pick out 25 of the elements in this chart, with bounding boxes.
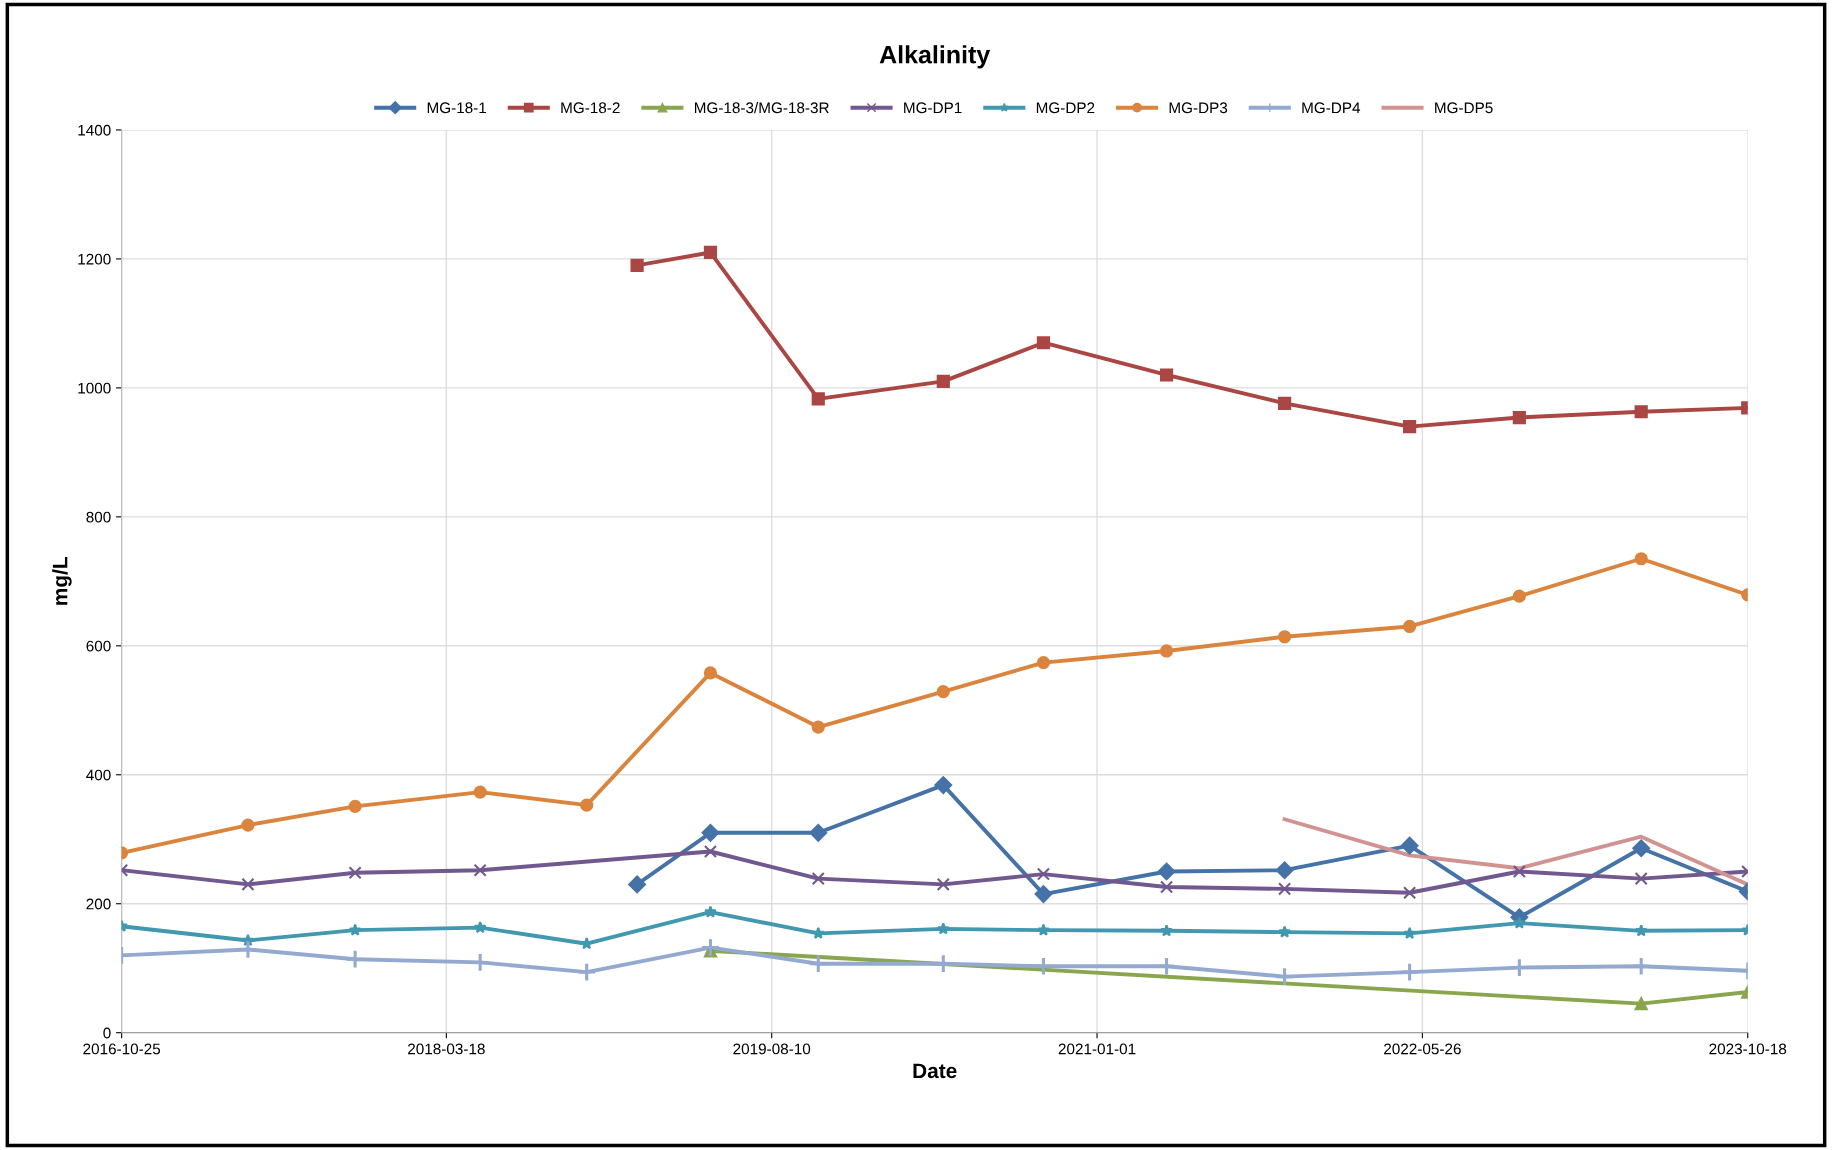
legend-label: MG-DP4 bbox=[1302, 102, 1361, 114]
x-axis-title: Date bbox=[913, 1063, 957, 1079]
y-axis-title: mg/L bbox=[52, 557, 72, 605]
x-tick-label: 2019-08-10 bbox=[733, 1043, 811, 1055]
legend-label: MG-DP5 bbox=[1435, 102, 1493, 114]
legend-label: MG-DP2 bbox=[1036, 102, 1095, 114]
x-tick-label: 2022-05-26 bbox=[1384, 1043, 1461, 1055]
y-tick-label: 800 bbox=[86, 511, 111, 523]
chart-title: Alkalinity bbox=[879, 45, 991, 69]
legend-label: MG-DP1 bbox=[904, 102, 962, 114]
x-tick-label: 2018-03-18 bbox=[408, 1043, 485, 1055]
legend-label: MG-18-1 bbox=[427, 102, 487, 114]
legend-label: MG-DP3 bbox=[1169, 102, 1228, 114]
x-tick-label: 2023-10-18 bbox=[1709, 1043, 1787, 1055]
y-tick-label: 600 bbox=[86, 640, 111, 652]
y-tick-label: 1200 bbox=[78, 253, 111, 265]
legend-label: MG-18-2 bbox=[561, 102, 620, 114]
legend-label: MG-18-3/MG-18-3R bbox=[694, 101, 829, 114]
y-tick-label: 400 bbox=[86, 769, 111, 781]
x-tick-label: 2016-10-25 bbox=[83, 1043, 161, 1055]
x-tick-label: 2021-01-01 bbox=[1058, 1043, 1136, 1055]
y-tick-label: 200 bbox=[86, 898, 111, 910]
y-tick-label: 1000 bbox=[78, 382, 111, 394]
y-tick-label: 0 bbox=[103, 1027, 111, 1039]
y-tick-label: 1400 bbox=[78, 124, 111, 136]
